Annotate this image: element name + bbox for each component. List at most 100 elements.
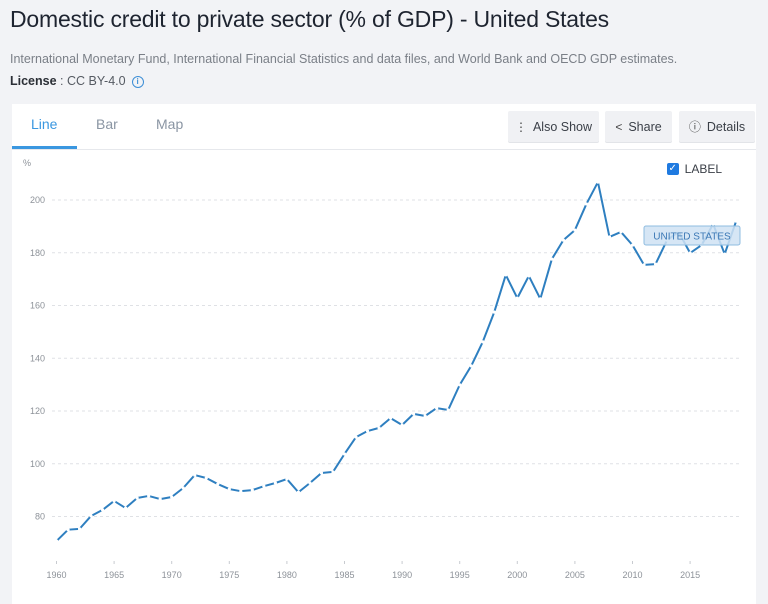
data-point <box>688 251 692 255</box>
x-tick-label: 1995 <box>450 570 470 580</box>
also-show-button[interactable]: ⋮ Also Show <box>508 111 599 142</box>
x-tick-label: 1980 <box>277 570 297 580</box>
license: License : CC BY-4.0 i <box>10 74 144 88</box>
data-point <box>596 180 600 184</box>
data-point <box>630 243 635 247</box>
data-point <box>642 263 646 267</box>
license-separator: : <box>56 74 67 88</box>
also-show-label: Also Show <box>532 119 593 134</box>
data-point <box>723 252 727 256</box>
data-source: International Monetary Fund, Internation… <box>10 52 678 66</box>
data-point <box>423 414 427 418</box>
share-icon: < <box>615 119 623 134</box>
data-point <box>607 235 612 239</box>
x-tick-label: 1960 <box>46 570 66 580</box>
data-point <box>54 539 59 543</box>
data-point <box>377 426 381 430</box>
data-point <box>100 508 105 512</box>
data-point <box>77 527 82 531</box>
label-toggle[interactable]: ✓ LABEL <box>666 162 722 176</box>
y-tick-label: 160 <box>30 301 45 311</box>
y-tick-label: 100 <box>30 459 45 469</box>
data-point <box>538 297 542 301</box>
data-point <box>227 487 231 491</box>
share-button[interactable]: < Share <box>605 111 672 142</box>
tab-bar[interactable]: Bar <box>96 116 118 132</box>
data-point <box>435 406 439 410</box>
tab-map[interactable]: Map <box>156 116 184 132</box>
data-point <box>492 310 496 314</box>
data-point <box>262 484 266 488</box>
data-point <box>158 497 162 501</box>
data-point <box>135 496 139 500</box>
y-axis-unit-label: % <box>23 158 31 168</box>
details-label: Details <box>706 119 746 134</box>
data-point <box>250 488 254 492</box>
series-label-box <box>643 225 741 246</box>
chart-panel: Line Bar Map ⋮ Also Show < Share ⓘ Detai… <box>12 104 756 604</box>
data-point <box>331 470 335 474</box>
data-point <box>734 219 738 223</box>
data-point <box>296 490 301 494</box>
x-tick-label: 1985 <box>334 570 354 580</box>
data-point <box>550 257 554 261</box>
data-point <box>308 481 312 485</box>
license-label: License <box>10 74 57 88</box>
data-point <box>181 486 185 490</box>
tab-line[interactable]: Line <box>31 116 58 132</box>
data-point <box>147 494 151 498</box>
series-label: UNITED STATES <box>643 225 741 246</box>
x-tick-label: 1975 <box>219 570 239 580</box>
data-point <box>216 482 220 486</box>
data-point <box>112 499 116 503</box>
info-icon[interactable]: i <box>131 76 144 88</box>
data-point <box>561 238 565 242</box>
data-point <box>170 495 174 499</box>
y-tick-label: 80 <box>35 512 45 522</box>
data-point <box>342 452 347 456</box>
data-point <box>319 471 324 475</box>
data-point <box>711 222 715 226</box>
data-point <box>412 412 416 416</box>
series-line <box>55 181 738 542</box>
license-value: CC BY-4.0 <box>66 74 126 88</box>
data-point <box>481 340 485 344</box>
data-point <box>469 364 473 368</box>
data-point <box>619 230 623 234</box>
y-tick-label: 140 <box>30 353 45 363</box>
y-tick-label: 200 <box>30 195 45 205</box>
y-tick-label: 180 <box>30 248 45 258</box>
data-point <box>285 477 289 481</box>
data-point <box>584 202 589 206</box>
data-point <box>504 273 508 277</box>
data-point <box>527 274 531 278</box>
x-tick-label: 2005 <box>565 570 585 580</box>
more-vertical-icon: ⋮ <box>514 119 527 134</box>
x-tick-label: 1970 <box>162 570 182 580</box>
info-circle-icon: ⓘ <box>688 120 701 134</box>
label-checkbox[interactable]: ✓ <box>666 163 679 175</box>
label-toggle-text: LABEL <box>684 162 722 176</box>
details-button[interactable]: ⓘ Details <box>679 111 755 142</box>
data-point <box>66 528 70 532</box>
x-tick-label: 1965 <box>104 570 124 580</box>
data-point <box>400 423 404 427</box>
data-point <box>89 514 93 518</box>
data-point <box>365 429 370 433</box>
data-point <box>239 489 243 493</box>
x-tick-label: 1990 <box>392 570 412 580</box>
x-tick-label: 2015 <box>680 570 700 580</box>
data-point <box>124 506 128 510</box>
page-title: Domestic credit to private sector (% of … <box>10 6 609 32</box>
data-point <box>354 435 358 439</box>
data-point <box>515 296 519 300</box>
data-point <box>653 262 658 266</box>
y-tick-label: 120 <box>30 406 45 416</box>
data-point <box>573 228 577 232</box>
data-point <box>204 476 208 480</box>
data-point <box>458 383 462 387</box>
series-label-text: UNITED STATES <box>653 232 731 243</box>
data-point <box>446 408 450 412</box>
data-point <box>273 481 277 485</box>
